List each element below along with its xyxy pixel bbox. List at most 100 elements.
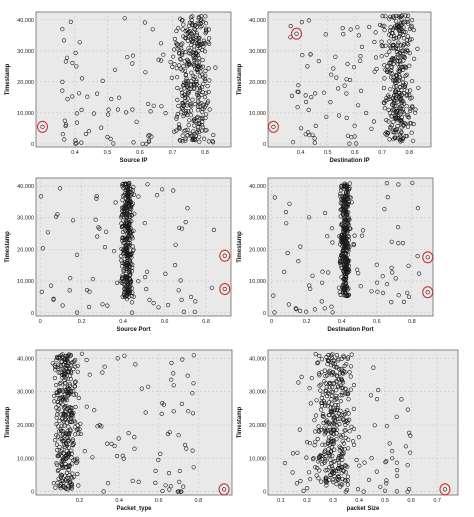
data-point <box>60 375 65 380</box>
data-point <box>156 57 161 62</box>
data-point <box>375 397 380 402</box>
data-point <box>105 303 110 308</box>
data-point <box>332 473 337 479</box>
data-point <box>73 50 78 56</box>
data-point <box>112 67 118 72</box>
data-point <box>74 252 80 257</box>
data-point <box>197 101 202 106</box>
data-point <box>93 217 98 222</box>
data-point <box>178 57 183 62</box>
data-point <box>113 200 118 205</box>
y-tick-label: 30,000 <box>17 49 34 55</box>
data-point <box>342 236 347 241</box>
data-point <box>166 471 172 476</box>
data-point <box>185 206 190 211</box>
data-point <box>100 78 105 83</box>
data-point <box>79 76 85 81</box>
data-point <box>67 382 72 387</box>
data-point <box>340 244 345 249</box>
data-point <box>409 23 414 29</box>
data-point <box>64 431 69 436</box>
data-point <box>382 28 387 33</box>
data-point <box>73 404 78 410</box>
y-tick-label: 20,000 <box>17 423 34 429</box>
data-point <box>203 68 208 74</box>
data-point <box>394 489 400 494</box>
data-point <box>406 115 412 120</box>
data-point <box>175 75 180 80</box>
data-point <box>308 286 313 291</box>
data-point <box>185 57 190 63</box>
data-point <box>348 387 353 392</box>
data-point <box>282 269 287 275</box>
data-point <box>342 263 347 268</box>
data-point <box>60 88 65 93</box>
data-point <box>312 418 317 423</box>
x-tick-label: 0.7 <box>169 150 177 156</box>
data-point <box>183 220 188 225</box>
data-point <box>120 273 125 278</box>
data-point <box>305 486 310 491</box>
data-point <box>341 441 347 446</box>
data-point <box>146 384 151 389</box>
data-point <box>399 120 404 125</box>
data-point <box>326 438 331 444</box>
data-point <box>120 238 125 243</box>
data-point <box>352 123 357 128</box>
data-point <box>192 27 197 32</box>
data-point <box>331 358 336 364</box>
data-point <box>192 101 198 107</box>
data-point <box>193 55 198 60</box>
data-point <box>149 134 154 139</box>
y-tick-label: 20,000 <box>17 247 34 253</box>
data-point <box>65 354 70 359</box>
data-point <box>120 208 125 213</box>
data-point <box>330 439 335 444</box>
data-point <box>40 124 45 129</box>
data-point <box>317 383 322 388</box>
data-point <box>191 465 196 470</box>
data-point <box>338 292 343 298</box>
data-point <box>187 23 192 28</box>
data-point <box>171 188 176 193</box>
data-point <box>321 414 326 419</box>
data-point <box>409 130 414 135</box>
data-point <box>382 23 387 28</box>
data-point <box>334 437 339 442</box>
y-axis-label: Timestamp <box>237 231 243 263</box>
data-point <box>332 447 337 452</box>
data-point <box>196 99 201 104</box>
data-point <box>393 19 399 24</box>
data-point <box>288 24 293 29</box>
data-point <box>395 115 400 121</box>
data-point <box>345 61 350 67</box>
data-point <box>67 464 72 470</box>
data-point <box>74 111 79 116</box>
data-point <box>398 29 403 34</box>
data-point <box>347 417 352 422</box>
data-point <box>54 412 60 417</box>
data-point <box>310 132 315 137</box>
x-tick-label: 0.6 <box>407 498 415 504</box>
data-point <box>313 123 318 128</box>
data-point <box>338 484 343 489</box>
data-point <box>194 130 199 135</box>
data-point <box>306 107 311 112</box>
data-point <box>56 476 61 481</box>
data-point <box>194 78 199 83</box>
data-point <box>129 294 134 299</box>
data-point <box>343 259 348 264</box>
data-point <box>346 215 351 220</box>
data-point <box>120 198 125 203</box>
data-point <box>401 54 406 59</box>
data-point <box>159 58 164 63</box>
data-point <box>382 63 387 68</box>
data-point <box>125 197 130 203</box>
data-point <box>313 91 318 96</box>
data-point <box>295 450 300 455</box>
data-point <box>389 265 394 271</box>
data-point <box>342 181 348 186</box>
x-axis-label: packet Size <box>347 506 380 512</box>
data-point <box>351 426 357 432</box>
x-tick-label: 0.4 <box>297 150 305 156</box>
